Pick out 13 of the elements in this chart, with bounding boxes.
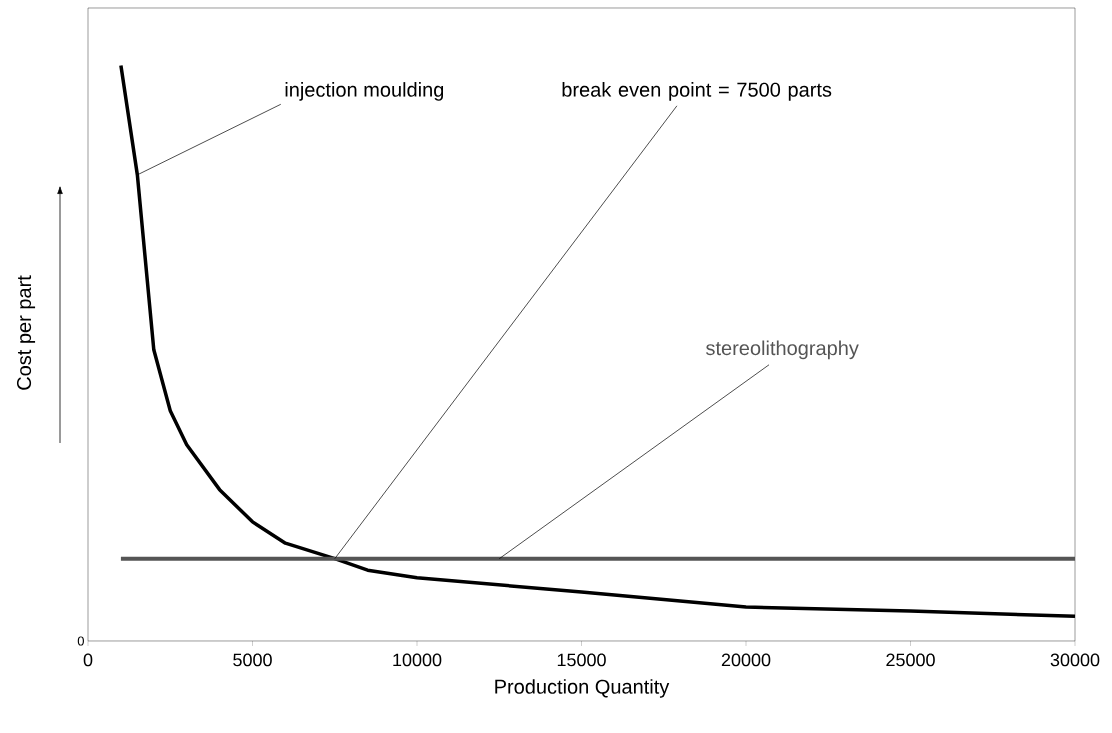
x-tick-label: 25000 bbox=[886, 653, 935, 667]
x-axis-title: Production Quantity bbox=[495, 679, 670, 698]
x-tick-label: 30000 bbox=[1050, 653, 1100, 667]
annotation: break even point = 7500 parts bbox=[562, 82, 832, 101]
text: 0 bbox=[77, 636, 84, 646]
text: stereolithography bbox=[706, 340, 859, 360]
x-tick-label: 20000 bbox=[721, 653, 771, 667]
x-tick-label: 10000 bbox=[393, 653, 442, 667]
x-tick-label: 15000 bbox=[557, 653, 606, 667]
x-tick-label: 5000 bbox=[233, 653, 272, 667]
text: injection moulding bbox=[285, 82, 444, 101]
y-axis-title: Cost per part bbox=[16, 275, 36, 390]
x-tick-label: 0 bbox=[83, 653, 93, 667]
